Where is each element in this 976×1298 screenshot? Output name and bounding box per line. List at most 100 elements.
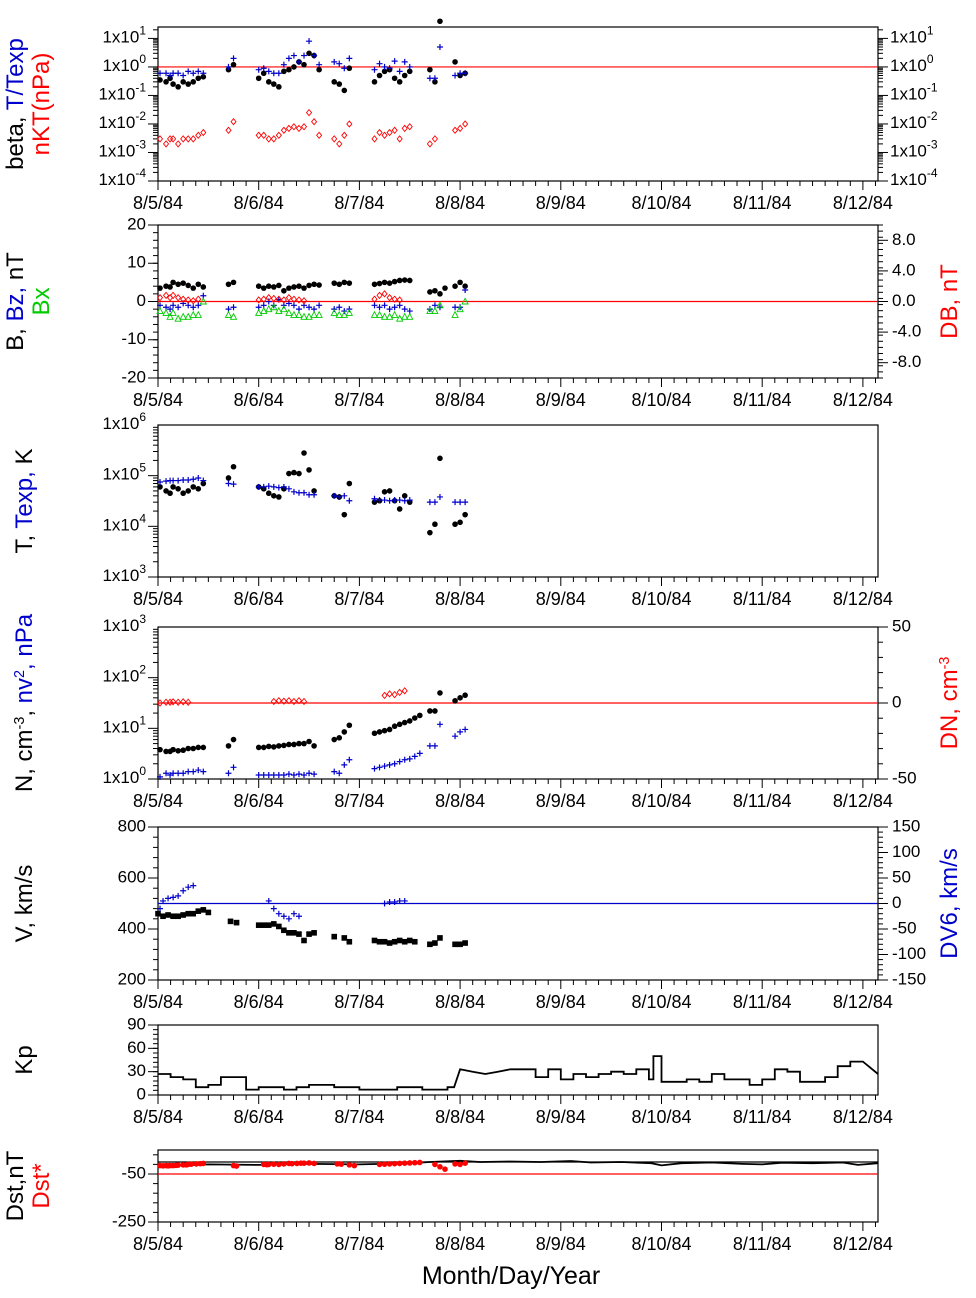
point-density-1-23 [311, 771, 318, 778]
ytick-label-beta-4: 1x100 [102, 52, 146, 75]
point-bfield-1-33 [391, 304, 398, 311]
point-beta-2-3 [170, 135, 177, 143]
point-velocity-0-24 [311, 930, 317, 936]
point-temperature-0-22 [306, 467, 312, 473]
xtick-label-beta-5: 8/10/84 [631, 193, 691, 213]
point-bfield-3-16 [290, 295, 298, 303]
panel-dst: -250 -50 8/5/84 8/6/84 8/7/84 8/8/84 8/9/84 8/1… [2, 1149, 893, 1254]
ylabel2-beta: nKT(nPa) [28, 53, 55, 156]
point-bfield-2-0 [156, 306, 164, 315]
point-beta-1-3 [170, 70, 177, 77]
point-beta-2-29 [371, 135, 378, 143]
point-density-0-1 [163, 748, 169, 755]
point-dst-1-42 [417, 1159, 423, 1166]
point-density-0-34 [401, 719, 408, 726]
ytick-label-beta-5: 1x101 [102, 24, 146, 47]
point-density-0-8 [195, 744, 202, 751]
point-density-1-7 [190, 768, 197, 775]
point-velocity-0-22 [301, 937, 307, 944]
point-beta-1-9 [200, 70, 207, 77]
point-temperature-1-37 [431, 499, 438, 506]
point-beta-0-15 [271, 81, 277, 87]
xtick-label-dst-2: 8/7/84 [334, 1234, 384, 1254]
point-density-1-19 [290, 771, 297, 778]
point-velocity-0-1 [160, 913, 166, 920]
point-bfield-3-1 [162, 291, 170, 300]
xtick-label-temperature-7: 8/12/84 [833, 589, 893, 609]
point-density-2-0 [156, 699, 164, 707]
panel-frame-kp [157, 1024, 879, 1096]
point-temperature-1-23 [311, 491, 318, 498]
xtick-label-temperature-2: 8/7/84 [334, 589, 384, 609]
ylabel-dst: Dst,nT [2, 1150, 29, 1221]
y2tick-label-velocity-5: 100 [892, 842, 920, 861]
point-bfield-0-13 [260, 285, 267, 291]
point-temperature-0-41 [462, 511, 468, 518]
point-bfield-3-4 [175, 293, 182, 302]
xtick-label-kp-3: 8/8/84 [435, 1107, 485, 1127]
point-temperature-0-36 [427, 529, 433, 536]
point-beta-1-26 [336, 60, 343, 67]
point-bfield-1-3 [170, 302, 177, 309]
point-temperature-0-3 [170, 484, 176, 490]
point-beta-1-24 [316, 61, 323, 68]
ylabel-density: N, cm-3, nv2, nPa [11, 613, 38, 792]
point-temperature-0-5 [180, 490, 186, 497]
point-bfield-0-32 [386, 280, 393, 286]
point-density-1-43 [462, 726, 469, 733]
point-temperature-1-22 [306, 491, 313, 498]
point-velocity-0-39 [437, 935, 443, 941]
point-density-1-39 [431, 742, 438, 749]
point-beta-2-17 [280, 126, 287, 134]
ytick-label-kp-1: 30 [127, 1061, 146, 1080]
point-density-2-8 [275, 697, 282, 705]
point-dst-1-14 [200, 1160, 207, 1167]
point-beta-1-10 [225, 63, 232, 70]
point-density-2-6 [185, 698, 192, 706]
point-density-0-21 [301, 740, 307, 747]
point-temperature-0-0 [157, 484, 163, 490]
point-velocity-1-5 [180, 887, 187, 894]
point-bfield-2-25 [330, 308, 338, 316]
point-bfield-2-21 [300, 312, 308, 320]
point-dst-1-41 [411, 1159, 418, 1166]
point-density-0-19 [291, 741, 297, 748]
point-density-0-25 [336, 735, 343, 741]
point-velocity-0-11 [227, 918, 234, 925]
point-beta-2-15 [270, 135, 277, 143]
point-dst-1-21 [276, 1161, 282, 1168]
point-beta-2-20 [295, 124, 303, 133]
point-beta-2-9 [200, 128, 207, 137]
point-temperature-0-19 [291, 469, 297, 476]
point-density-0-0 [157, 746, 163, 753]
ytick-label-bfield-4: 20 [127, 214, 146, 233]
point-density-0-11 [230, 736, 237, 743]
point-density-1-36 [411, 753, 418, 760]
xtick-label-temperature-6: 8/11/84 [733, 589, 792, 609]
point-bfield-0-6 [185, 282, 192, 289]
point-beta-0-12 [255, 75, 262, 82]
point-bfield-2-16 [275, 306, 283, 315]
ytick-label-kp-2: 60 [127, 1038, 146, 1057]
point-bfield-2-4 [174, 314, 182, 322]
point-bfield-1-42 [462, 287, 469, 294]
y2tick-label-velocity-6: 150 [892, 816, 920, 835]
point-density-2-13 [300, 697, 308, 706]
point-dst-1-28 [306, 1160, 312, 1166]
point-beta-1-0 [157, 70, 164, 77]
point-beta-2-16 [275, 131, 282, 140]
point-density-0-42 [457, 695, 463, 701]
ytick-label-density-3: 1x103 [102, 612, 146, 635]
ylabel-bfield-part-2: nT [2, 252, 29, 287]
point-velocity-0-14 [260, 922, 267, 928]
point-bfield-2-34 [395, 314, 404, 322]
ytick-label-bfield-3: 10 [127, 253, 146, 272]
point-beta-0-4 [175, 84, 181, 90]
point-density-0-27 [346, 722, 353, 729]
point-beta-0-22 [306, 50, 312, 57]
point-temperature-1-3 [170, 477, 177, 484]
point-beta-0-27 [341, 87, 348, 94]
xtick-label-dst-7: 8/12/84 [833, 1234, 893, 1254]
point-beta-2-1 [162, 140, 170, 148]
point-bfield-0-0 [157, 285, 163, 291]
